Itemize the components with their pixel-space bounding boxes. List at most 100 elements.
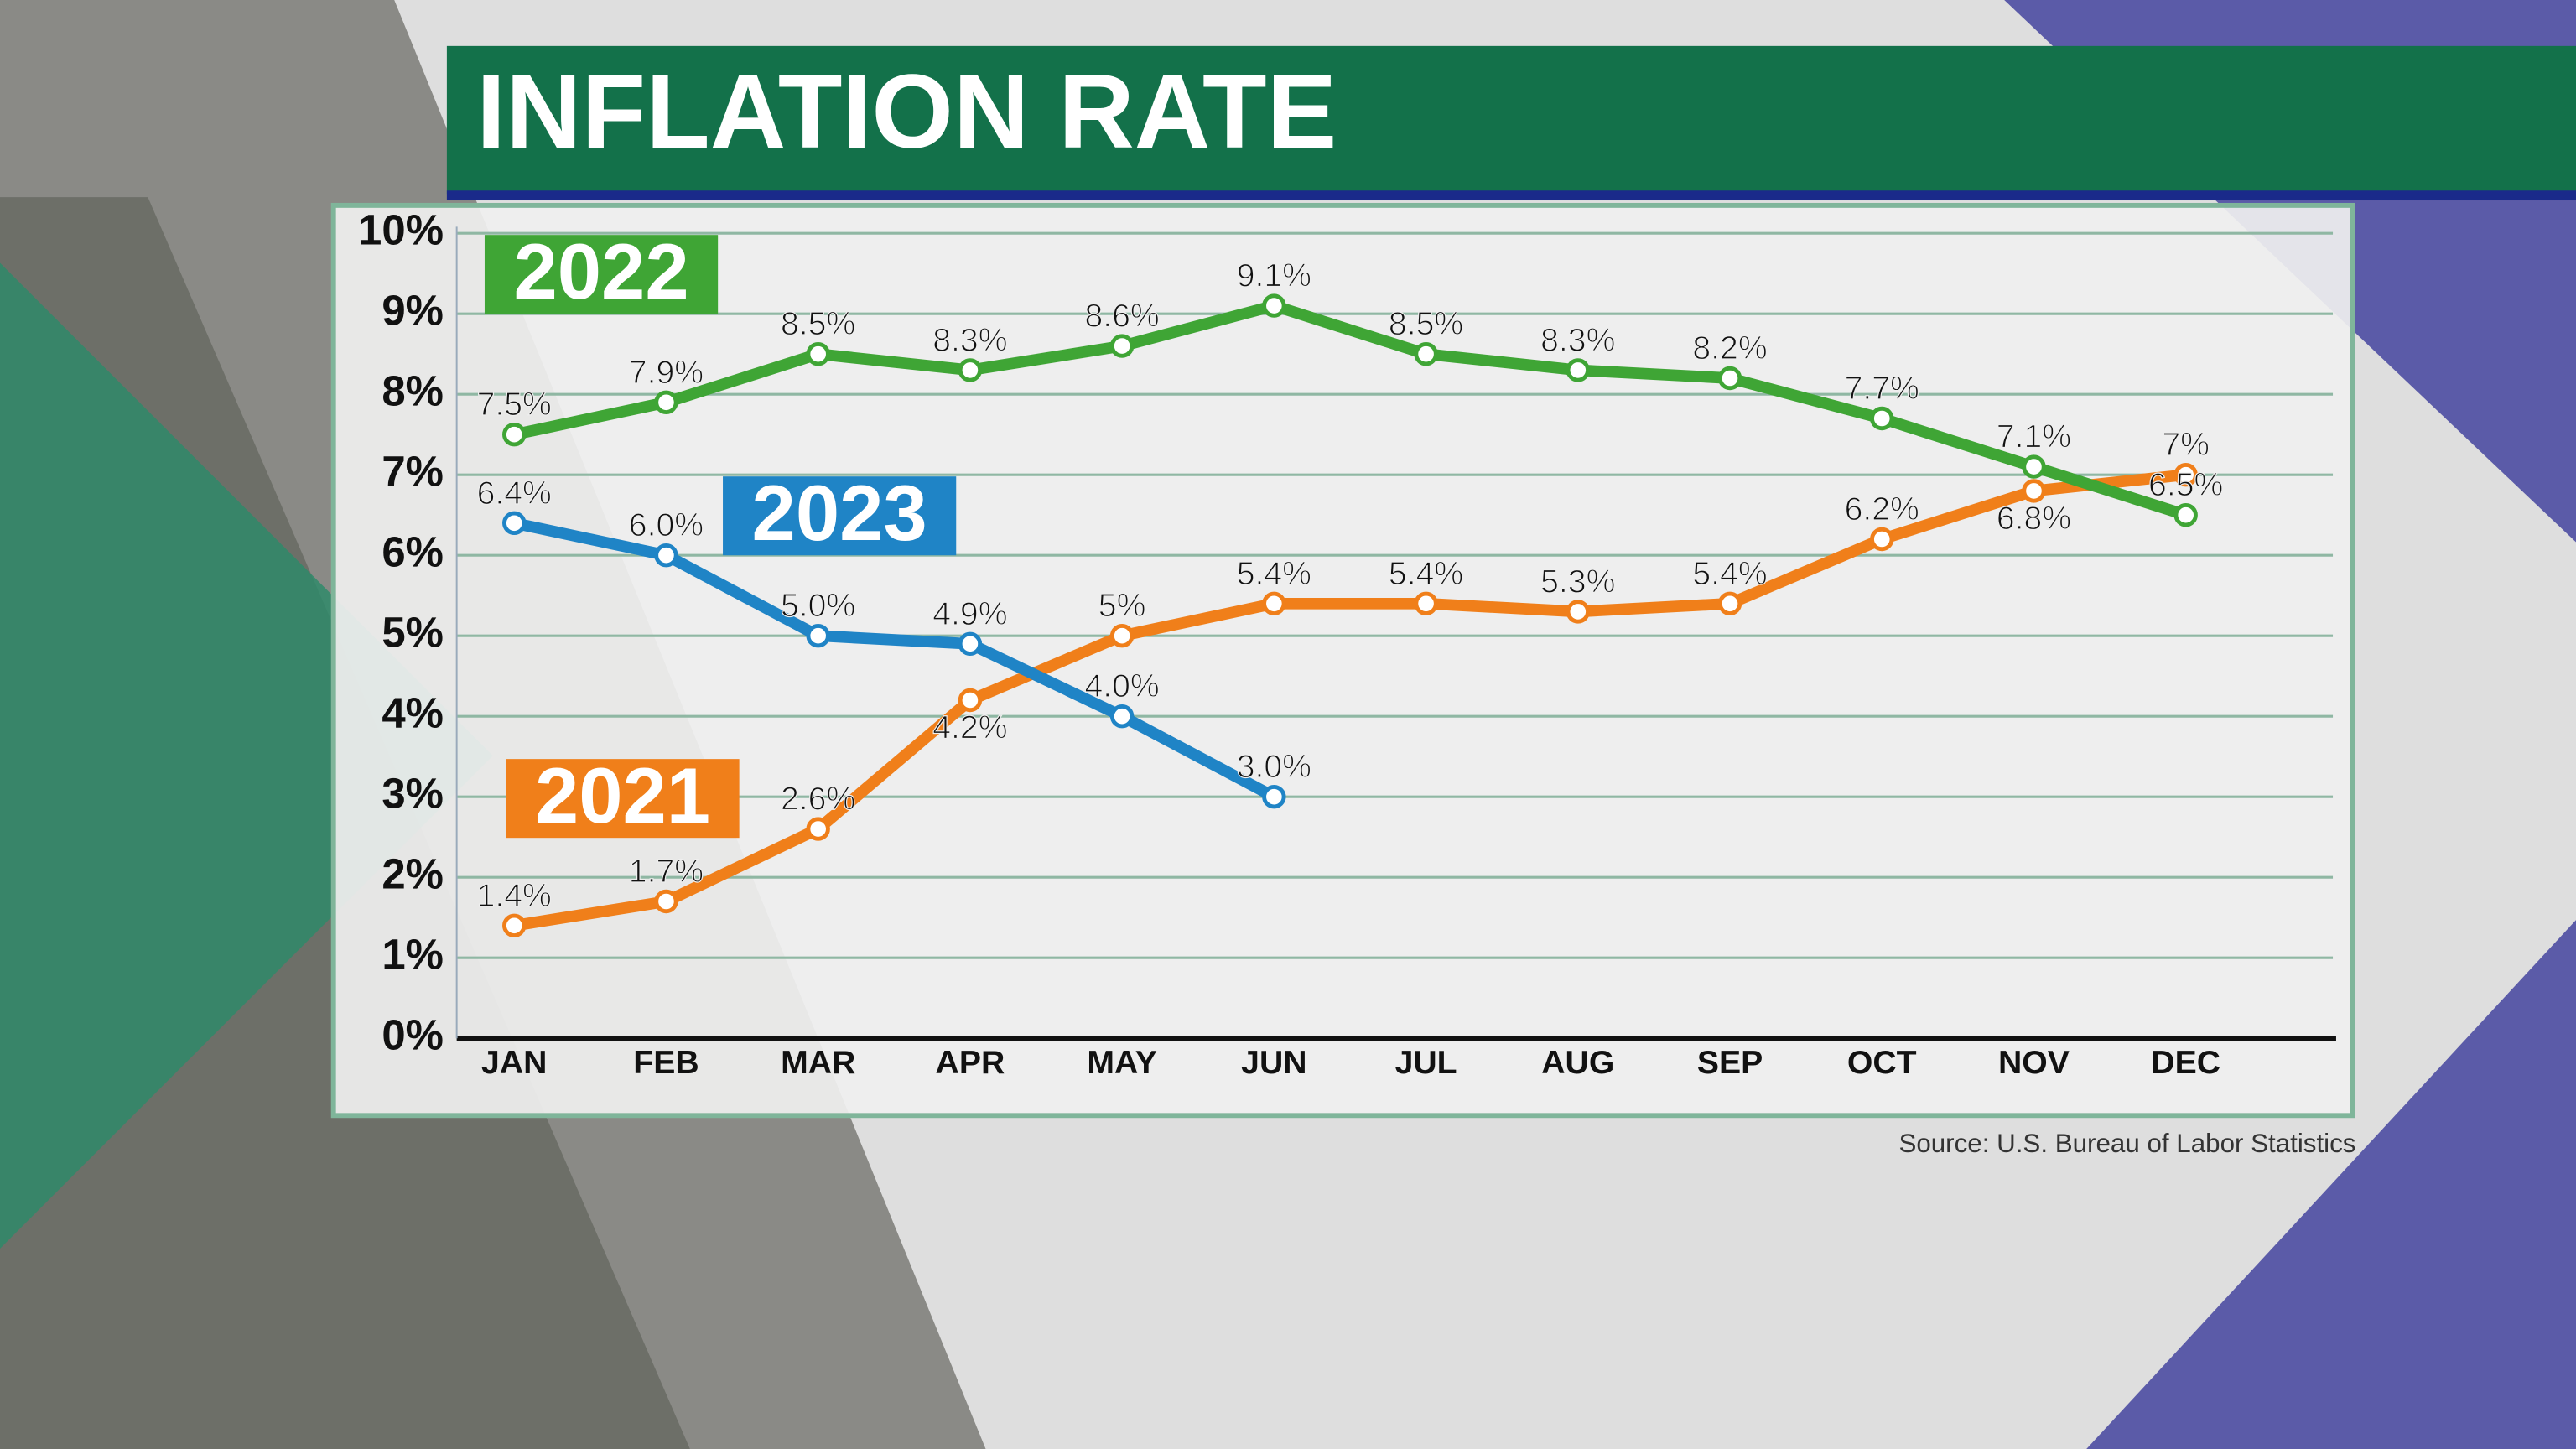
data-point [806, 624, 830, 648]
data-point [2174, 463, 2198, 487]
y-tick-label: 2% [382, 850, 444, 898]
data-point [2022, 454, 2046, 479]
data-label: 6.8% [1997, 501, 2071, 537]
data-point [806, 817, 830, 841]
x-tick-label: APR [936, 1045, 1005, 1081]
data-point [1109, 704, 1135, 729]
x-tick-label: OCT [1847, 1045, 1917, 1081]
data-point [958, 631, 983, 657]
legend-badge [506, 759, 740, 839]
x-tick-label: JUN [1241, 1045, 1306, 1081]
data-label: 2.6% [781, 782, 855, 818]
series-line [508, 517, 1280, 803]
data-point [654, 889, 678, 914]
data-point [2174, 503, 2198, 527]
data-label: 8.6% [1084, 299, 1159, 335]
data-point [1109, 334, 1135, 358]
data-label: 8.2% [1692, 330, 1767, 366]
data-label: 4.2% [932, 710, 1007, 746]
x-tick-label: NOV [1998, 1045, 2070, 1081]
data-point [958, 358, 983, 382]
data-label: 5.4% [1692, 556, 1767, 592]
data-label: 6.0% [629, 507, 704, 543]
data-point [1262, 785, 1286, 809]
data-point [502, 422, 527, 447]
data-label: 5.0% [781, 588, 855, 624]
data-label: 6.5% [2148, 467, 2223, 503]
data-point [806, 342, 830, 366]
data-label: 7.5% [477, 387, 552, 423]
source-note: Source: U.S. Bureau of Labor Statistics [1898, 1129, 2355, 1158]
data-label: 5.3% [1540, 564, 1615, 600]
data-point [1414, 591, 1438, 616]
y-tick-label: 3% [382, 770, 444, 818]
data-point [1414, 342, 1438, 366]
data-point [1262, 591, 1286, 616]
data-label: 8.5% [781, 306, 855, 342]
data-label: 1.7% [629, 854, 704, 890]
x-tick-label: MAY [1087, 1045, 1156, 1081]
data-point [1717, 366, 1742, 391]
data-point [1109, 624, 1135, 648]
data-label: 5.4% [1237, 556, 1311, 592]
data-label: 8.5% [1389, 306, 1463, 342]
y-tick-label: 5% [382, 609, 444, 657]
data-point [654, 543, 678, 568]
data-point [654, 390, 678, 415]
legend-label: 2023 [752, 469, 927, 557]
data-point [958, 688, 983, 713]
chart-title: INFLATION RATE [476, 52, 1337, 170]
data-label: 9.1% [1237, 258, 1311, 294]
x-tick-label: JUL [1395, 1045, 1457, 1081]
green-band [0, 262, 493, 1249]
data-point [1717, 591, 1742, 616]
data-label: 7.7% [1845, 371, 1919, 407]
x-tick-label: JAN [481, 1045, 547, 1081]
data-point [1566, 358, 1590, 382]
data-label: 4.9% [932, 596, 1007, 632]
data-label: 6.4% [477, 475, 552, 512]
y-tick-label: 10% [358, 206, 444, 254]
data-label: 8.3% [1540, 322, 1615, 358]
data-label: 4.0% [1084, 668, 1159, 704]
data-point [502, 913, 527, 938]
data-point [1566, 600, 1590, 624]
y-tick-label: 9% [382, 287, 444, 335]
x-tick-label: DEC [2151, 1045, 2220, 1081]
data-point [1262, 293, 1286, 318]
series-line [508, 469, 2192, 932]
x-tick-label: FEB [633, 1045, 699, 1081]
y-tick-label: 7% [382, 448, 444, 496]
plot-area: 0% 1% 2% 3% 4% 5% 6% 7% 8% 9% 10% JAN FEB MAR APR MAY JU… [358, 206, 2336, 1081]
data-label: 7.1% [1997, 419, 2071, 455]
y-tick-label: 8% [382, 367, 444, 415]
x-tick-label: SEP [1697, 1045, 1763, 1081]
y-tick-label: 4% [382, 689, 444, 737]
data-point [1870, 527, 1894, 552]
legend-label: 2021 [535, 751, 710, 839]
y-tick-label: 1% [382, 931, 444, 979]
data-label: 5.4% [1389, 556, 1463, 592]
data-label: 7.9% [629, 355, 704, 391]
data-label: 3.0% [1237, 749, 1311, 785]
chart-panel [330, 202, 2355, 1119]
data-label: 6.2% [1845, 491, 1919, 527]
x-tick-label: AUG [1541, 1045, 1614, 1081]
legend-badge [484, 235, 719, 314]
data-label: 7% [2162, 427, 2210, 463]
data-label: 1.4% [477, 878, 552, 914]
y-tick-label: 6% [382, 528, 444, 576]
title-band [446, 45, 2576, 195]
data-label: 5% [1098, 588, 1146, 624]
y-tick-label: 0% [382, 1011, 444, 1059]
legend-badge [723, 476, 957, 556]
data-point [1870, 406, 1894, 431]
legend-label: 2022 [513, 227, 688, 315]
title-stripe [446, 190, 2576, 201]
data-label: 8.3% [932, 322, 1007, 358]
data-point [502, 511, 527, 536]
x-tick-label: MAR [781, 1045, 855, 1081]
series-line [508, 299, 2192, 522]
